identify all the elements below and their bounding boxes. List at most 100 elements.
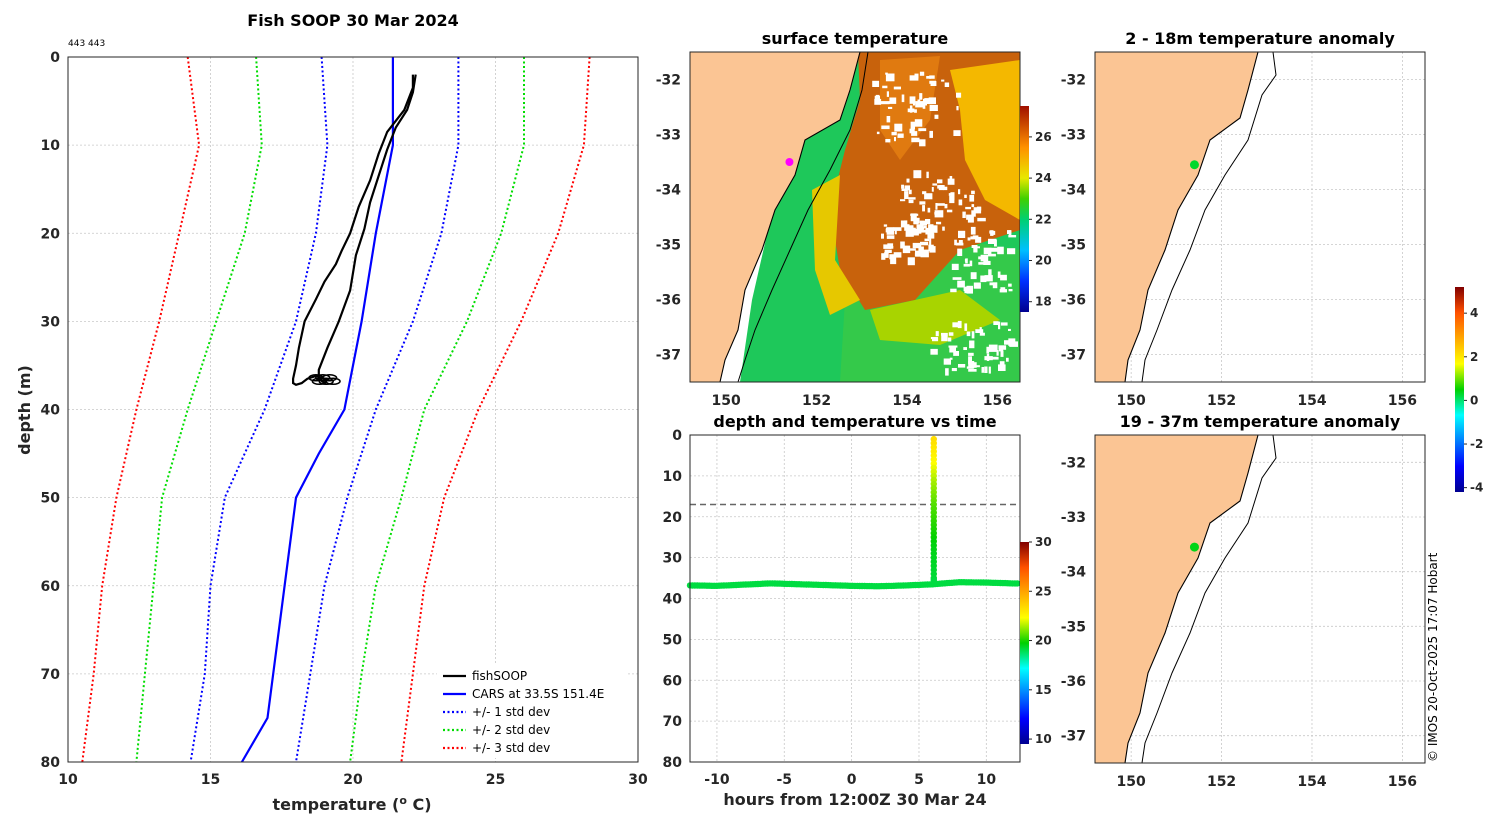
cloud-gap xyxy=(973,245,978,253)
lat-tick-label: -33 xyxy=(656,128,681,144)
cloud-gap xyxy=(884,249,892,253)
cloud-gap xyxy=(964,323,968,331)
cloud-gap xyxy=(953,130,961,136)
cloud-gap xyxy=(924,98,932,104)
anomaly-shallow-marker xyxy=(1189,160,1199,170)
cloud-gap xyxy=(922,205,925,212)
cloud-gap xyxy=(909,225,914,231)
cloud-gap xyxy=(924,238,930,242)
cloud-gap xyxy=(913,220,919,225)
x-tick-label: 15 xyxy=(201,772,220,788)
y-tick-label: 0 xyxy=(672,428,682,444)
cloud-gap xyxy=(975,236,982,243)
cloud-gap xyxy=(981,367,985,373)
cloud-gap xyxy=(934,114,939,119)
lat-tick-label: -33 xyxy=(1061,128,1086,144)
profile-title: Fish SOOP 30 Mar 2024 xyxy=(247,11,458,30)
series-line--3-std-dev xyxy=(81,56,201,763)
cloud-gap xyxy=(930,348,938,355)
cloud-gap xyxy=(928,97,936,105)
cloud-gap xyxy=(950,288,957,293)
cloud-gap xyxy=(922,191,927,195)
fishsoop-bottom-scribble xyxy=(318,377,334,386)
profile-subtitle: 443 443 xyxy=(68,39,105,49)
cloud-gap xyxy=(914,109,917,113)
timeseries-points xyxy=(686,435,1021,590)
sst-location-marker xyxy=(785,158,794,166)
x-tick-label: 25 xyxy=(486,772,505,788)
cloud-gap xyxy=(971,190,975,195)
y-tick-label: 50 xyxy=(663,632,683,648)
colorbar-tick-label: 22 xyxy=(1035,212,1052,226)
cloud-gap xyxy=(900,199,906,202)
cloud-gap xyxy=(901,184,904,189)
anomaly-shallow-axes-box xyxy=(1094,51,1426,383)
y-tick-label: 50 xyxy=(41,491,61,507)
cloud-gap xyxy=(963,263,970,267)
y-tick-label: 10 xyxy=(663,469,683,485)
cloud-gap xyxy=(968,361,975,369)
cloud-gap xyxy=(906,178,910,183)
cloud-gap xyxy=(936,221,942,225)
fishsoop-bottom-scribble xyxy=(325,377,341,386)
cloud-gap xyxy=(975,329,984,333)
cloud-gap xyxy=(920,241,929,246)
cloud-gap xyxy=(980,254,989,262)
cloud-gap xyxy=(984,366,988,373)
cloud-gap xyxy=(912,242,922,249)
cloud-gap xyxy=(945,368,949,376)
cloud-gap xyxy=(1008,283,1012,287)
series-line--3-std-dev xyxy=(400,56,591,763)
y-tick-label: 70 xyxy=(663,714,683,730)
timeseries-colorbar-ticks: 10 15 20 25 30 xyxy=(1029,535,1052,746)
cloud-gap xyxy=(967,237,971,241)
cloud-gap xyxy=(997,271,1001,278)
cloud-gap xyxy=(963,286,969,292)
profile-grid xyxy=(68,57,638,762)
cloud-gap xyxy=(910,213,917,222)
cloud-gap xyxy=(920,249,929,258)
cloud-gap xyxy=(1007,248,1016,255)
sst-cloud-gaps xyxy=(872,71,1018,376)
sst-colorbar xyxy=(1020,106,1029,312)
cloud-gap xyxy=(955,242,964,246)
cloud-gap xyxy=(971,331,975,339)
cloud-gap xyxy=(893,86,901,90)
cloud-gap xyxy=(917,226,925,229)
y-tick-label: 80 xyxy=(41,755,61,771)
cloud-gap xyxy=(929,75,935,79)
cloud-gap xyxy=(1008,328,1011,331)
colorbar-tick-label: 4 xyxy=(1470,306,1478,320)
cloud-gap xyxy=(978,256,983,260)
timeseries-panel: -10 -5 0 5 10 0 10 20 30 40 50 60 70 80 10 15 20 25 30 de… xyxy=(663,412,1052,809)
lon-tick-label: 150 xyxy=(1117,774,1146,790)
cloud-gap xyxy=(998,321,1001,330)
cloud-gap xyxy=(1000,274,1007,281)
cloud-gap xyxy=(953,351,959,356)
cloud-gap xyxy=(904,220,908,228)
cloud-gap xyxy=(971,204,975,208)
cloud-gap xyxy=(929,246,936,253)
cloud-gap xyxy=(910,121,915,130)
colorbar-tick-label: -4 xyxy=(1470,481,1483,495)
y-tick-label: 60 xyxy=(663,673,683,689)
legend-label: CARS at 33.5S 151.4E xyxy=(472,687,604,701)
lat-tick-label: -33 xyxy=(1061,510,1086,526)
lon-tick-label: 152 xyxy=(802,393,831,409)
cloud-gap xyxy=(1009,341,1018,347)
cloud-gap xyxy=(998,364,1006,371)
lat-tick-label: -36 xyxy=(1061,674,1086,690)
cloud-gap xyxy=(951,368,957,372)
y-tick-label: 30 xyxy=(663,551,683,567)
bottom-track-point xyxy=(1014,580,1021,587)
cloud-gap xyxy=(958,189,961,195)
fishsoop-bottom-scribble xyxy=(315,374,331,382)
sst-field xyxy=(690,52,1020,382)
cloud-gap xyxy=(949,357,953,360)
anomaly-shallow-title: 2 - 18m temperature anomaly xyxy=(1125,29,1395,48)
cloud-gap xyxy=(894,123,903,132)
lon-tick-label: 156 xyxy=(983,393,1012,409)
cloud-gap xyxy=(992,230,996,235)
sst-warm-offshore xyxy=(950,60,1020,220)
lat-tick-label: -34 xyxy=(656,183,682,199)
